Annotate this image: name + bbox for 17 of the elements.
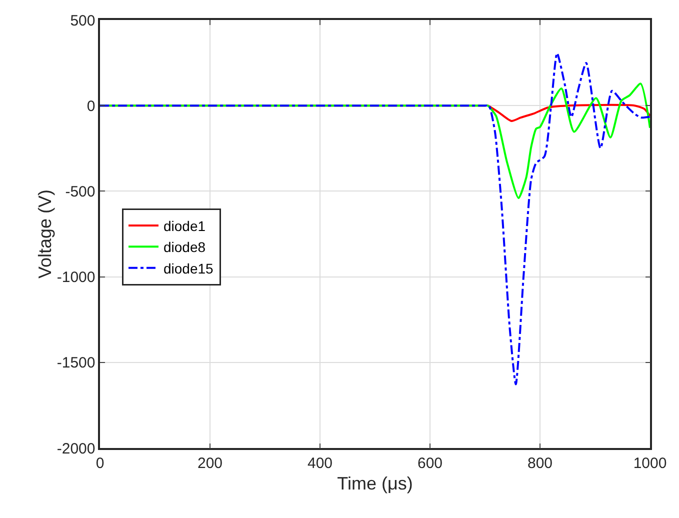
y-tick-label: -2000 <box>56 440 96 458</box>
x-tick-label: 1000 <box>633 454 667 472</box>
y-tick-label: -500 <box>65 183 96 200</box>
x-tick-label: 400 <box>307 454 333 472</box>
legend-label: diode1 <box>164 218 206 234</box>
y-tick-label: 500 <box>70 12 96 30</box>
x-tick-label: 800 <box>527 454 553 472</box>
x-tick-label: 600 <box>417 454 443 472</box>
legend-label: diode8 <box>164 239 206 256</box>
x-tick-label: 200 <box>197 454 223 472</box>
y-tick-label: -1500 <box>56 354 96 372</box>
y-tick-label: 0 <box>86 98 96 115</box>
y-axis-title: Voltage (V) <box>34 189 55 279</box>
line-series <box>100 52 650 386</box>
x-axis-title: Time (μs) <box>337 473 413 494</box>
legend-label: diode15 <box>164 260 214 276</box>
y-tick-label: -1000 <box>56 269 96 286</box>
